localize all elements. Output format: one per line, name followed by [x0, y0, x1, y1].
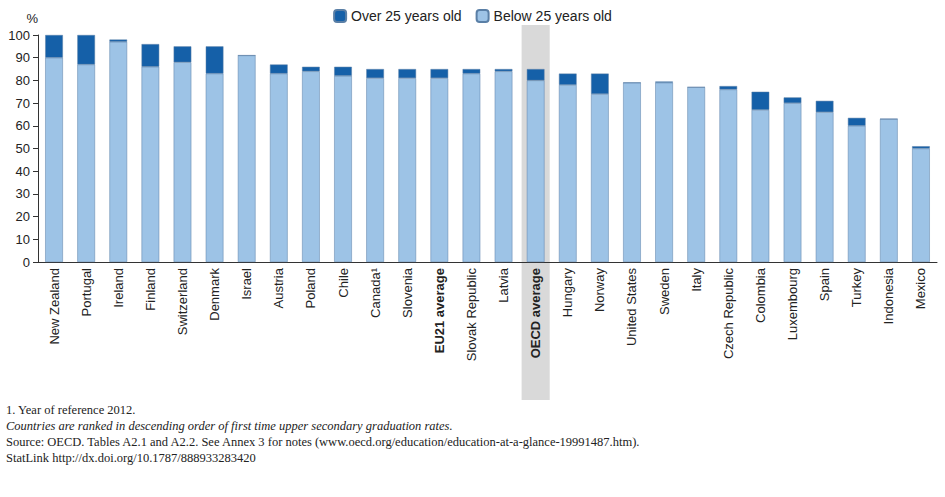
svg-text:10: 10	[16, 232, 30, 247]
svg-text:Czech Republic: Czech Republic	[721, 268, 736, 360]
svg-text:Below 25 years old: Below 25 years old	[494, 8, 612, 24]
html-text:1. Year of reference 2012.: 1. Year of reference 2012.	[6, 403, 136, 417]
svg-text:Chile: Chile	[336, 268, 351, 298]
svg-text:20: 20	[16, 209, 30, 224]
svg-text:100: 100	[8, 28, 30, 43]
svg-text:Poland: Poland	[303, 268, 318, 308]
svg-text:EU21 average: EU21 average	[432, 268, 447, 353]
svg-text:Spain: Spain	[817, 268, 832, 301]
svg-text:Switzerland: Switzerland	[175, 268, 190, 335]
svg-text:Slovak Republic: Slovak Republic	[464, 268, 479, 362]
svg-text:Israel: Israel	[239, 268, 254, 300]
html-text:Source: OECD. Tables A2.1 and: Source: OECD. Tables A2.1 and A2.2. See …	[6, 435, 640, 449]
svg-text:80: 80	[16, 73, 30, 88]
svg-text:30: 30	[16, 186, 30, 201]
svg-text:90: 90	[16, 50, 30, 65]
svg-text:Portugal: Portugal	[79, 268, 94, 317]
html-text:Countries are ranked in descen: Countries are ranked in descending order…	[6, 419, 453, 433]
svg-text:Denmark: Denmark	[207, 268, 222, 321]
svg-text:0: 0	[23, 255, 30, 270]
svg-text:Slovenia: Slovenia	[400, 267, 415, 318]
svg-text:OECD average: OECD average	[528, 268, 543, 358]
svg-text:40: 40	[16, 164, 30, 179]
svg-text:Norway: Norway	[592, 268, 607, 313]
svg-text:50: 50	[16, 141, 30, 156]
svg-text:Ireland: Ireland	[111, 268, 126, 308]
svg-text:Canada¹: Canada¹	[368, 267, 383, 318]
svg-text:Latvia: Latvia	[496, 267, 511, 302]
svg-text:Sweden: Sweden	[657, 268, 672, 315]
svg-text:%: %	[26, 11, 38, 26]
html-text:StatLink http://dx.doi.org/10.: StatLink http://dx.doi.org/10.1787/88893…	[6, 451, 256, 465]
svg-text:New Zealand: New Zealand	[47, 268, 62, 345]
svg-text:Over 25 years old: Over 25 years old	[351, 8, 462, 24]
svg-text:Turkey: Turkey	[849, 268, 864, 308]
svg-text:United States: United States	[624, 268, 639, 347]
svg-text:Colombia: Colombia	[753, 267, 768, 323]
svg-text:Mexico: Mexico	[913, 268, 928, 309]
svg-text:Finland: Finland	[143, 268, 158, 311]
svg-text:Luxembourg: Luxembourg	[785, 268, 800, 340]
svg-text:60: 60	[16, 118, 30, 133]
svg-text:Indonesia: Indonesia	[881, 267, 896, 324]
svg-text:70: 70	[16, 96, 30, 111]
svg-text:Austria: Austria	[271, 267, 286, 308]
svg-text:Italy: Italy	[689, 268, 704, 292]
svg-text:Hungary: Hungary	[560, 268, 575, 318]
